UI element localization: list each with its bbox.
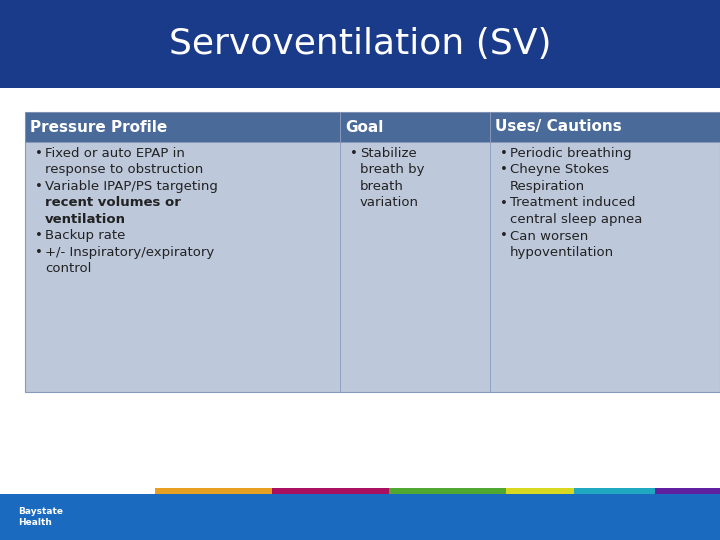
Text: Pressure Profile: Pressure Profile	[30, 119, 167, 134]
Text: Periodic breathing: Periodic breathing	[510, 147, 631, 160]
Text: •: •	[35, 246, 43, 259]
Text: Uses/ Cautions: Uses/ Cautions	[495, 119, 622, 134]
Text: Servoventilation (SV): Servoventilation (SV)	[168, 27, 552, 61]
Text: central sleep apnea: central sleep apnea	[510, 213, 642, 226]
Text: ventilation: ventilation	[45, 213, 126, 226]
Text: •: •	[500, 164, 508, 177]
Text: •: •	[500, 230, 508, 242]
Text: •: •	[35, 180, 43, 193]
Text: •: •	[35, 147, 43, 160]
Text: Goal: Goal	[345, 119, 383, 134]
Text: Can worsen: Can worsen	[510, 230, 588, 242]
Text: Fixed or auto EPAP in: Fixed or auto EPAP in	[45, 147, 185, 160]
Text: +/- Inspiratory/expiratory: +/- Inspiratory/expiratory	[45, 246, 215, 259]
Text: Backup rate: Backup rate	[45, 230, 125, 242]
Bar	[155, 488, 272, 496]
Text: recent volumes or: recent volumes or	[45, 197, 181, 210]
Bar	[506, 488, 574, 496]
Bar	[25, 112, 720, 392]
Text: •: •	[500, 147, 508, 160]
Text: Variable IPAP/PS targeting: Variable IPAP/PS targeting	[45, 180, 218, 193]
Text: Respiration: Respiration	[510, 180, 585, 193]
Text: variation: variation	[360, 197, 419, 210]
Bar	[272, 488, 389, 496]
Bar	[25, 112, 340, 142]
Text: Cheyne Stokes: Cheyne Stokes	[510, 164, 609, 177]
Text: Stabilize: Stabilize	[360, 147, 417, 160]
Text: •: •	[350, 147, 358, 160]
Text: hypoventilation: hypoventilation	[510, 246, 614, 259]
Bar	[0, 494, 720, 540]
Text: control: control	[45, 262, 91, 275]
Text: •: •	[500, 197, 508, 210]
Text: Baystate
Health: Baystate Health	[18, 507, 63, 526]
Bar	[574, 488, 655, 496]
Text: breath by: breath by	[360, 164, 425, 177]
Text: breath: breath	[360, 180, 404, 193]
Bar	[490, 112, 720, 142]
Text: Treatment induced: Treatment induced	[510, 197, 636, 210]
Bar	[0, 0, 720, 88]
Bar	[340, 112, 490, 142]
Bar	[389, 488, 506, 496]
Bar	[655, 488, 720, 496]
Text: •: •	[35, 230, 43, 242]
Text: response to obstruction: response to obstruction	[45, 164, 203, 177]
